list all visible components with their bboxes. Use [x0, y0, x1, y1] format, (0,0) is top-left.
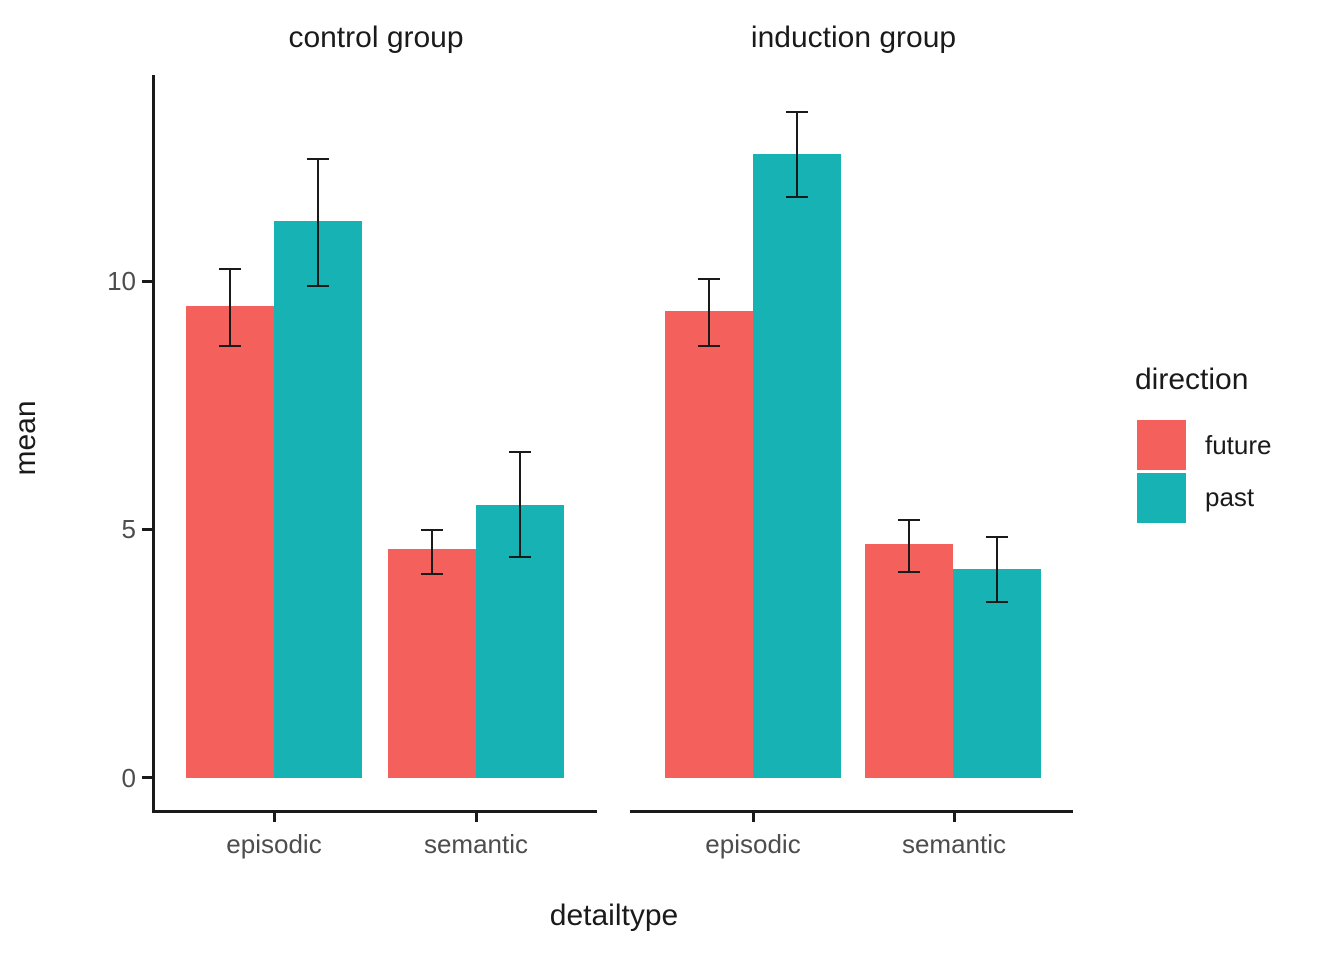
y-tick-mark-10: [142, 280, 152, 283]
x-tick-mark-p1-semantic: [475, 813, 478, 822]
errorbar-stem-control-episodic-past: [317, 159, 320, 286]
errorbar-cap-top-induction-semantic-past: [986, 535, 1009, 538]
x-tick-label-p2-episodic: episodic: [705, 829, 801, 859]
legend-label-future: future: [1205, 430, 1272, 460]
bar-control-semantic-future: [388, 549, 477, 778]
x-axis-line-panel2: [630, 810, 1073, 813]
bar-induction-episodic-past: [752, 154, 841, 778]
x-axis-title: detailtype: [549, 899, 679, 932]
errorbar-cap-bottom-control-episodic-future: [219, 344, 242, 347]
y-tick-label-10: 10: [107, 266, 136, 296]
errorbar-cap-top-control-episodic-past: [307, 158, 330, 161]
x-tick-mark-p2-semantic: [953, 813, 956, 822]
errorbar-stem-induction-episodic-past: [795, 112, 798, 197]
errorbar-stem-control-semantic-past: [519, 452, 522, 557]
errorbar-cap-top-control-semantic-future: [421, 528, 444, 531]
errorbar-cap-top-induction-episodic-past: [785, 111, 808, 114]
y-tick-label-0: 0: [121, 763, 136, 793]
x-tick-label-p1-episodic: episodic: [226, 829, 322, 859]
y-tick-mark-0: [142, 776, 152, 779]
x-tick-label-p1-semantic: semantic: [423, 829, 529, 859]
facet-title-induction: induction group: [750, 21, 957, 54]
errorbar-stem-induction-semantic-future: [908, 519, 911, 572]
errorbar-cap-top-control-semantic-past: [509, 451, 532, 454]
errorbar-cap-bottom-induction-episodic-past: [785, 195, 808, 198]
errorbar-cap-top-control-episodic-future: [219, 267, 242, 270]
y-tick-label-5: 5: [121, 514, 136, 544]
bar-induction-semantic-future: [865, 544, 954, 778]
x-tick-mark-p1-episodic: [273, 813, 276, 822]
y-tick-mark-5: [142, 528, 152, 531]
errorbar-cap-top-induction-episodic-future: [697, 277, 720, 280]
errorbar-cap-bottom-control-semantic-future: [421, 573, 444, 576]
y-axis-line: [152, 75, 155, 810]
errorbar-cap-bottom-induction-semantic-past: [986, 600, 1009, 603]
bar-induction-episodic-future: [664, 310, 753, 778]
x-axis-line-panel1: [152, 810, 597, 813]
y-axis-title: mean: [9, 400, 42, 476]
errorbar-cap-top-induction-semantic-future: [898, 518, 921, 521]
legend-swatch-past: [1137, 473, 1186, 523]
errorbar-stem-control-semantic-future: [431, 529, 434, 575]
errorbar-cap-bottom-control-episodic-past: [307, 284, 330, 287]
legend-label-past: past: [1205, 482, 1255, 512]
legend-swatch-future: [1137, 420, 1186, 470]
errorbar-cap-bottom-induction-semantic-future: [898, 570, 921, 573]
errorbar-stem-induction-episodic-future: [707, 278, 710, 346]
facet-title-control: control group: [288, 21, 464, 54]
bar-control-episodic-future: [186, 305, 275, 778]
errorbar-cap-bottom-induction-episodic-future: [697, 344, 720, 347]
legend-title: direction: [1135, 363, 1249, 396]
x-tick-mark-p2-episodic: [752, 813, 755, 822]
errorbar-stem-induction-semantic-past: [996, 536, 999, 602]
errorbar-stem-control-episodic-future: [229, 268, 232, 346]
x-tick-label-p2-semantic: semantic: [901, 829, 1007, 859]
bar-control-episodic-past: [274, 221, 363, 778]
bar-induction-semantic-past: [953, 569, 1042, 778]
errorbar-cap-bottom-control-semantic-past: [509, 555, 532, 558]
